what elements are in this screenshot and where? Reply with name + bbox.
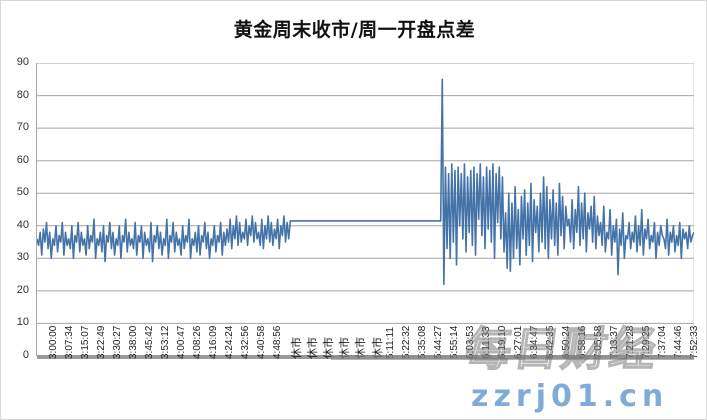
y-axis-tick-label: 80 xyxy=(16,88,29,101)
x-axis-tick-label: 休市 xyxy=(290,337,304,359)
x-axis-tick-label: 3:45:42 xyxy=(144,325,156,359)
x-axis-tick-label: 7:37:04 xyxy=(656,325,668,359)
x-axis-tick-label: 4:48:56 xyxy=(272,325,284,359)
x-axis-tick-label: 5:44:27 xyxy=(432,325,444,359)
x-axis-tick-label: 7:29:25 xyxy=(640,325,652,359)
x-axis-tick-label: 7:44:46 xyxy=(672,325,684,359)
x-axis-tick-label: 7:05:58 xyxy=(592,325,604,359)
x-axis-tick-label: 5:22:32 xyxy=(400,325,412,359)
x-axis-tick-label: 3:30:27 xyxy=(112,325,124,359)
x-axis-tick-label: 7:52:33 xyxy=(688,325,700,359)
x-axis-tick-label: 休市 xyxy=(338,337,352,359)
x-axis-tick-label: 3:38:00 xyxy=(128,325,140,359)
data-series-line xyxy=(37,78,694,286)
x-axis-tick-label: 6:19:10 xyxy=(496,325,508,359)
y-axis-tick-label: 20 xyxy=(16,283,29,296)
x-axis-tick-label: 4:08:26 xyxy=(192,325,204,359)
x-axis-tick-label: 6:58:16 xyxy=(576,325,588,359)
x-axis-tick-label: 5:55:14 xyxy=(448,325,460,359)
y-axis-tick-label: 50 xyxy=(16,186,29,199)
x-axis-tick-label: 6:34:47 xyxy=(528,325,540,359)
x-axis-tick-label: 6:50:24 xyxy=(560,325,572,359)
y-axis-tick-label: 90 xyxy=(16,56,29,68)
y-axis-tick-label: 70 xyxy=(16,121,29,134)
x-axis-tick-label: 6:42:35 xyxy=(544,325,556,359)
x-axis-tick-label: 7:21:28 xyxy=(624,325,636,359)
x-axis-tick-label: 休市 xyxy=(306,337,320,359)
y-axis-tick-label: 30 xyxy=(16,251,29,264)
x-axis-labels: 3:00:00 3:07:34 3:15:07 3:22:49 3:30:27 3:38:… xyxy=(37,326,700,419)
x-axis-tick-label: 4:24:24 xyxy=(224,325,236,359)
y-axis-tick-label: 10 xyxy=(16,316,29,329)
grid-lines xyxy=(37,63,694,356)
x-axis-tick-label: 4:40:58 xyxy=(256,325,268,359)
y-axis-tick-label: 0 xyxy=(22,349,29,361)
x-axis-tick-label: 3:15:07 xyxy=(80,325,92,359)
x-axis-tick-label: 休市 xyxy=(354,337,368,359)
x-axis-tick-label: 5:11:11 xyxy=(384,327,396,359)
x-axis-tick-label: 3:00:00 xyxy=(48,325,59,359)
series-path xyxy=(37,78,694,286)
x-axis-tick-label: 3:07:34 xyxy=(64,325,76,359)
x-axis-tick-label: 休市 xyxy=(370,337,384,359)
x-axis-tick-label: 3:53:12 xyxy=(160,325,172,359)
chart-title: 黄金周末收市/周一开盘点差 xyxy=(233,19,476,41)
x-axis-tick-label: 4:16:09 xyxy=(208,325,220,359)
x-axis-tick-label: 6:03:53 xyxy=(464,325,476,359)
x-axis-tick-label: 休市 xyxy=(322,337,336,359)
plot-area xyxy=(37,63,694,356)
x-axis-tick-label: 5:35:08 xyxy=(416,325,428,359)
y-axis-line xyxy=(36,63,37,356)
x-axis-tick-label: 4:00:47 xyxy=(176,325,188,359)
x-axis-tick-label: 4:32:56 xyxy=(240,325,252,359)
x-axis-tick-label: 7:13:37 xyxy=(608,325,620,359)
x-axis-tick-label: 3:22:49 xyxy=(96,325,108,359)
x-axis-tick-label: 6:27:01 xyxy=(512,325,524,359)
y-axis-tick-label: 60 xyxy=(16,153,29,166)
y-axis-tick-label: 40 xyxy=(16,218,29,231)
x-axis-tick-label: 6:11:33 xyxy=(480,326,492,359)
